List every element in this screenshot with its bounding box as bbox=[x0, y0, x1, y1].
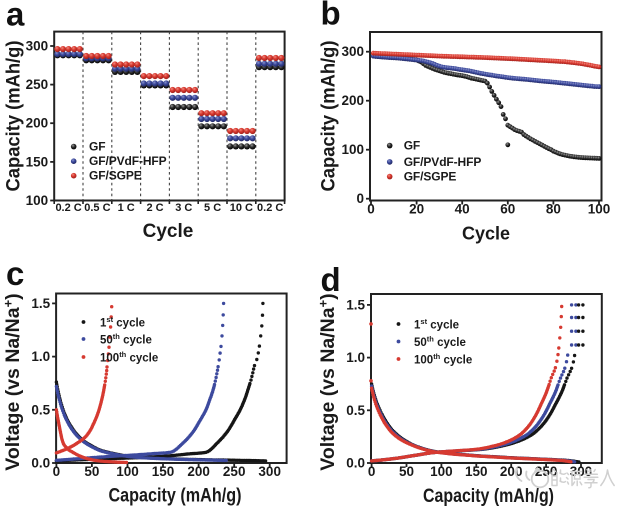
svg-text:50: 50 bbox=[84, 464, 99, 479]
svg-text:Voltage (vs Na/Na+): Voltage (vs Na/Na+) bbox=[316, 293, 340, 470]
svg-text:100: 100 bbox=[341, 142, 364, 157]
svg-text:5 C: 5 C bbox=[204, 202, 221, 214]
svg-text:1.0: 1.0 bbox=[346, 350, 365, 365]
svg-text:300: 300 bbox=[26, 39, 49, 54]
svg-text:GF/SGPE: GF/SGPE bbox=[404, 170, 457, 184]
svg-text:3 C: 3 C bbox=[175, 202, 192, 214]
svg-text:0.5: 0.5 bbox=[346, 403, 365, 418]
svg-text:GF: GF bbox=[89, 140, 105, 154]
svg-text:a: a bbox=[6, 0, 25, 33]
svg-text:0.2 C: 0.2 C bbox=[55, 202, 81, 214]
svg-text:0.0: 0.0 bbox=[346, 456, 365, 471]
svg-text:Capacity (mAh/g): Capacity (mAh/g) bbox=[423, 486, 554, 507]
svg-text:200: 200 bbox=[26, 116, 49, 131]
svg-text:Capacity (mAh/g): Capacity (mAh/g) bbox=[4, 41, 25, 192]
svg-text:GF/PVdF-HFP: GF/PVdF-HFP bbox=[404, 155, 482, 169]
svg-text:300: 300 bbox=[258, 464, 281, 479]
svg-text:Capacity (mAh/g): Capacity (mAh/g) bbox=[109, 486, 242, 507]
svg-text:300: 300 bbox=[341, 44, 364, 59]
svg-text:1.5: 1.5 bbox=[31, 296, 50, 311]
svg-text:2 C: 2 C bbox=[146, 202, 163, 214]
svg-text:0.5 C: 0.5 C bbox=[84, 202, 110, 214]
svg-text:10 C: 10 C bbox=[230, 202, 253, 214]
svg-text:20: 20 bbox=[409, 202, 424, 217]
svg-text:200: 200 bbox=[187, 464, 210, 479]
svg-text:100th cycle: 100th cycle bbox=[100, 350, 158, 365]
svg-text:b: b bbox=[321, 0, 341, 32]
svg-text:Cycle: Cycle bbox=[143, 221, 194, 242]
svg-text:0: 0 bbox=[53, 464, 61, 479]
svg-text:250: 250 bbox=[26, 77, 49, 92]
svg-text:0.2 C: 0.2 C bbox=[257, 202, 283, 214]
svg-text:1.5: 1.5 bbox=[346, 297, 365, 312]
svg-text:40: 40 bbox=[455, 202, 470, 217]
svg-text:200: 200 bbox=[341, 93, 364, 108]
svg-text:80: 80 bbox=[546, 202, 561, 217]
svg-text:GF: GF bbox=[404, 139, 420, 153]
svg-text:GF/PVdF-HFP: GF/PVdF-HFP bbox=[89, 154, 167, 168]
svg-text:1 C: 1 C bbox=[118, 202, 135, 214]
svg-text:100: 100 bbox=[26, 193, 49, 208]
svg-text:0.5: 0.5 bbox=[31, 402, 50, 417]
svg-text:250: 250 bbox=[223, 464, 246, 479]
svg-text:50: 50 bbox=[399, 464, 414, 479]
svg-text:150: 150 bbox=[465, 464, 488, 479]
svg-text:d: d bbox=[321, 261, 341, 298]
svg-text:200: 200 bbox=[500, 464, 523, 479]
svg-text:Cycle: Cycle bbox=[462, 224, 510, 244]
svg-text:60: 60 bbox=[500, 202, 515, 217]
svg-text:c: c bbox=[6, 255, 24, 292]
svg-text:1.0: 1.0 bbox=[31, 349, 50, 364]
svg-text:Capacity (mAh/g): Capacity (mAh/g) bbox=[319, 41, 340, 192]
svg-text:GF/SGPE: GF/SGPE bbox=[89, 169, 142, 183]
svg-text:100: 100 bbox=[588, 202, 611, 217]
svg-text:150: 150 bbox=[152, 464, 175, 479]
svg-text:150: 150 bbox=[26, 154, 49, 169]
svg-text:0: 0 bbox=[356, 191, 364, 206]
svg-text:50th cycle: 50th cycle bbox=[100, 332, 152, 347]
svg-text:0.0: 0.0 bbox=[31, 456, 50, 471]
svg-text:100: 100 bbox=[430, 464, 453, 479]
svg-text:0: 0 bbox=[368, 464, 376, 479]
svg-text:100: 100 bbox=[116, 464, 139, 479]
svg-text:100th cycle: 100th cycle bbox=[414, 352, 472, 367]
svg-text:Voltage (vs Na/Na+): Voltage (vs Na/Na+) bbox=[1, 293, 25, 470]
svg-text:0: 0 bbox=[367, 202, 375, 217]
svg-text:50th cycle: 50th cycle bbox=[414, 335, 466, 350]
